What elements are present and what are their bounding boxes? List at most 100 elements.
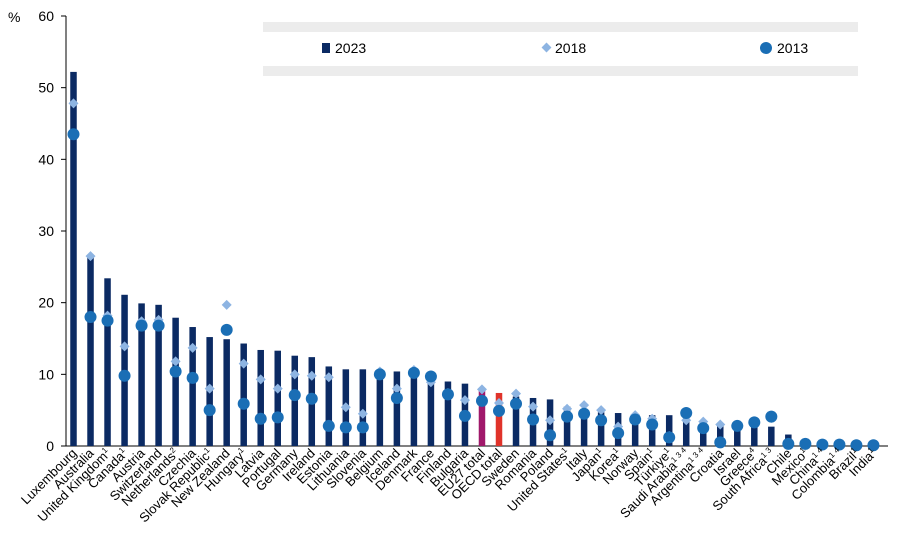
bar-2023 (257, 349, 264, 446)
bar-2023 (597, 412, 605, 446)
marker-2018 (204, 383, 215, 394)
marker-2018 (511, 388, 522, 399)
marker-2018 (170, 356, 181, 367)
marker-2013 (731, 419, 744, 432)
marker-2018 (545, 415, 556, 426)
y-tick-label: 60 (38, 8, 54, 24)
y-tick-label: 0 (46, 438, 54, 454)
marker-2018 (528, 401, 539, 412)
bar-2023 (223, 339, 230, 446)
bar-2023 (274, 350, 281, 446)
marker-2013 (203, 404, 216, 417)
bar-2023 (648, 415, 656, 446)
marker-2013 (561, 410, 574, 423)
marker-2018 (459, 395, 470, 406)
marker-2013 (833, 438, 846, 451)
legend-swatch-2018 (541, 42, 552, 53)
marker-2013 (578, 407, 591, 420)
marker-2013 (680, 407, 693, 420)
marker-2018 (221, 299, 232, 310)
legend-label-2013: 2013 (777, 40, 808, 56)
marker-2013 (118, 369, 131, 382)
marker-2013 (850, 439, 863, 452)
marker-2013 (169, 365, 182, 378)
bar-2023 (699, 424, 707, 446)
bar-2023 (751, 425, 758, 446)
marker-2013 (629, 413, 642, 426)
marker-2013 (135, 319, 148, 332)
marker-2013 (322, 419, 335, 432)
marker-2018 (340, 402, 351, 413)
y-tick-label: 20 (38, 295, 54, 311)
y-axis-label: % (8, 9, 20, 25)
bar-2023 (70, 71, 77, 447)
marker-2013 (748, 416, 761, 429)
legend-band-bottom (263, 66, 858, 76)
bar-2023 (359, 369, 367, 446)
marker-2013 (101, 314, 114, 327)
bar-2023 (665, 415, 673, 446)
bar-2023 (734, 424, 741, 446)
marker-2018 (323, 372, 334, 383)
marker-2013 (493, 404, 505, 417)
marker-2018 (579, 400, 590, 411)
marker-2013 (390, 391, 403, 404)
bar-2023 (512, 396, 520, 446)
marker-2013 (867, 439, 880, 452)
bar-2023 (631, 414, 639, 446)
bar-2023 (104, 278, 111, 446)
markers-2013 (67, 128, 880, 452)
marker-2013 (373, 368, 386, 381)
marker-2013 (186, 371, 199, 384)
marker-2018 (476, 384, 487, 395)
marker-2013 (527, 413, 540, 426)
marker-2018 (119, 341, 130, 352)
bar-2023 (172, 317, 179, 446)
bar-2023 (189, 327, 196, 446)
marker-2013 (305, 392, 318, 405)
marker-2018 (255, 374, 266, 385)
bar-2023 (580, 410, 588, 446)
marker-2013 (697, 422, 710, 435)
marker-2018 (187, 342, 198, 353)
marker-2013 (84, 311, 97, 323)
marker-2013 (356, 421, 369, 434)
marker-2013 (816, 438, 829, 451)
bar-2023 (682, 418, 690, 446)
axes: 0 10 20 30 40 50 60 (38, 8, 888, 454)
bar-2023 (427, 379, 435, 446)
marker-2018 (68, 98, 79, 109)
marker-2013 (288, 389, 301, 402)
bar-2023 (138, 303, 145, 446)
marker-2013 (663, 431, 676, 444)
marker-2013 (714, 436, 727, 449)
bar-2023 (444, 381, 452, 446)
bar-2023 (410, 372, 418, 446)
marker-2013 (271, 411, 284, 424)
marker-2013 (646, 418, 659, 431)
marker-2013 (510, 397, 523, 410)
marker-2013 (475, 394, 488, 407)
marker-2018 (715, 419, 726, 430)
marker-2013 (339, 421, 352, 434)
legend-band-top (263, 22, 858, 32)
bar-2023 (240, 343, 247, 446)
marker-2013 (782, 437, 795, 450)
bar-2023 (495, 392, 503, 446)
bar-2023 (155, 304, 162, 446)
bar-2023 (563, 406, 571, 446)
marker-2013 (237, 397, 250, 410)
marker-2013 (254, 412, 267, 425)
bar-2023 (376, 370, 384, 446)
bar-2023 (87, 256, 94, 446)
marker-2013 (152, 319, 165, 332)
marker-2018 (289, 369, 300, 380)
legend-swatch-2013 (760, 42, 772, 54)
marker-2013 (220, 323, 233, 336)
marker-2013 (544, 429, 557, 442)
y-tick-label: 50 (38, 80, 54, 96)
marker-2018 (596, 405, 607, 416)
y-tick-label: 40 (38, 151, 54, 167)
